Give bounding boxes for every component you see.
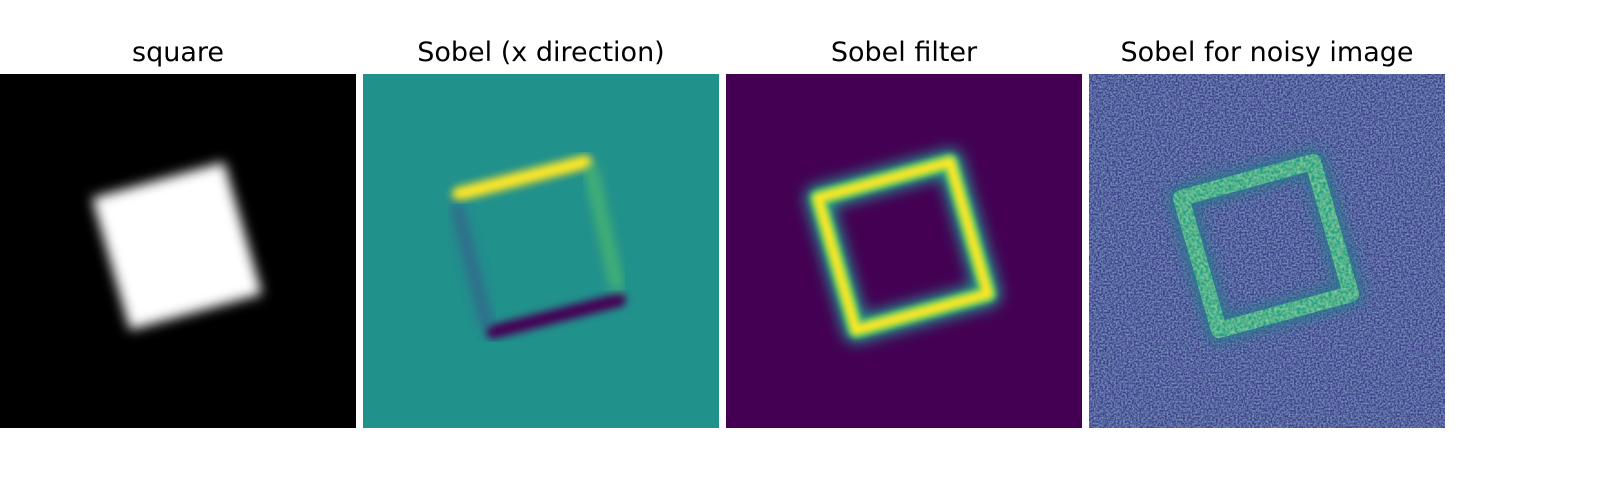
panel-title-sobel-filter: Sobel filter [830, 37, 978, 68]
panel-title-square: square [132, 37, 224, 68]
square-image [0, 74, 356, 428]
panel-title-sobel-noisy: Sobel for noisy image [1120, 37, 1414, 68]
sobel-filter-image [726, 74, 1082, 428]
sobel-noisy-image [1089, 74, 1445, 428]
panel-title-sobel-x: Sobel (x direction) [417, 37, 665, 68]
sobel-x-image [363, 74, 719, 428]
